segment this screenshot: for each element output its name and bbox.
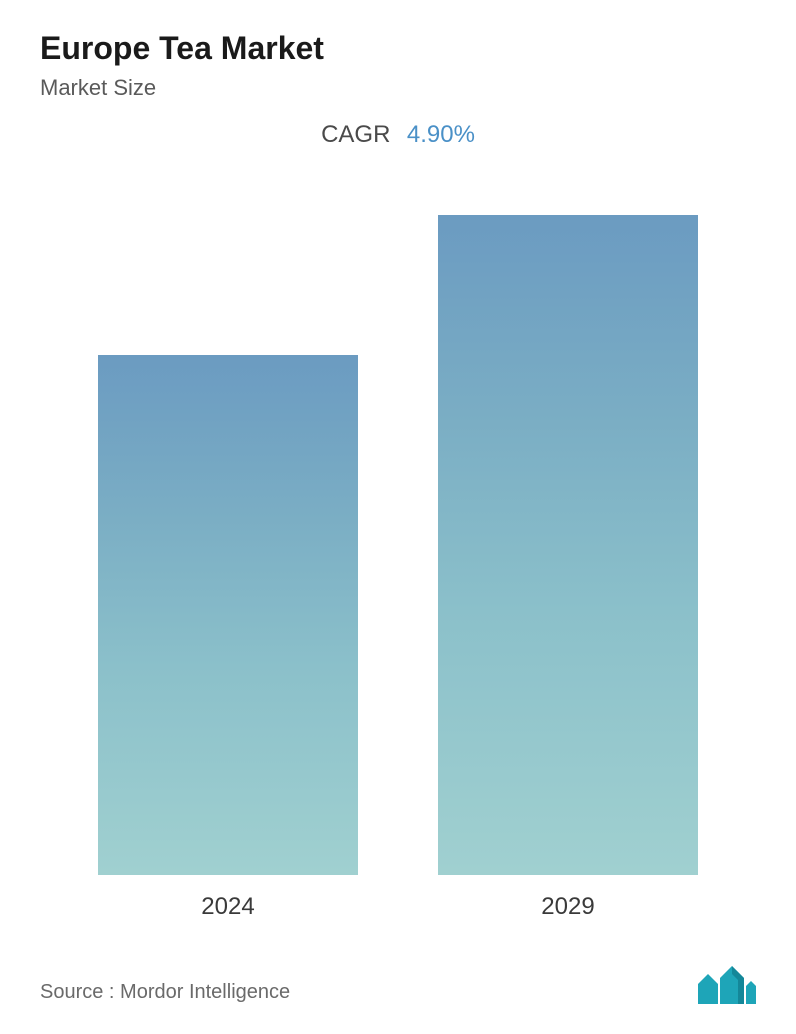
cagr-value: 4.90% [407, 121, 475, 148]
bar-label-0: 2024 [201, 893, 254, 921]
source-text: Source : Mordor Intelligence [40, 981, 290, 1004]
cagr-row: CAGR 4.90% [40, 121, 756, 149]
footer: Source : Mordor Intelligence [40, 941, 756, 1004]
bar-group-0: 2024 [98, 355, 358, 921]
cagr-label: CAGR [321, 121, 390, 148]
chart-area: 2024 2029 [40, 199, 756, 941]
chart-container: Europe Tea Market Market Size CAGR 4.90%… [0, 0, 796, 1034]
chart-subtitle: Market Size [40, 75, 756, 101]
logo-icon [698, 966, 756, 1004]
chart-title: Europe Tea Market [40, 30, 756, 67]
bar-label-1: 2029 [541, 893, 594, 921]
bar-1 [438, 215, 698, 875]
bar-group-1: 2029 [438, 215, 698, 921]
bar-0 [98, 355, 358, 875]
